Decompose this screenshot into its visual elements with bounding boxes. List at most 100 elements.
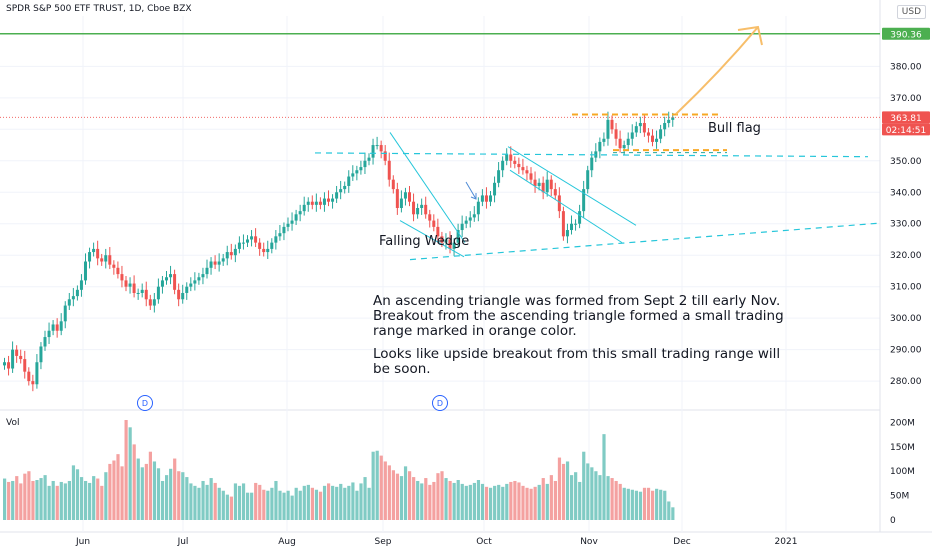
candle-body — [428, 214, 432, 221]
candle-body — [484, 195, 488, 202]
candle-body — [35, 362, 39, 385]
candle-body — [250, 236, 254, 240]
volume-bar — [318, 491, 323, 520]
wedge-lower-line — [399, 220, 465, 258]
candle-body — [408, 192, 411, 202]
candle-body — [513, 160, 517, 164]
volume-bar — [590, 467, 594, 520]
price-tick-label: 340.00 — [890, 188, 922, 198]
candle-body — [355, 170, 359, 174]
candle-body — [290, 220, 294, 224]
candle-body — [606, 119, 610, 139]
volume-bar — [618, 483, 622, 520]
candle-body — [43, 337, 47, 347]
candle-body — [468, 217, 472, 221]
volume-bar — [403, 466, 408, 520]
volume-bar — [254, 482, 258, 520]
volume-bar — [509, 481, 513, 520]
volume-bar — [205, 484, 209, 520]
candle-body — [148, 299, 152, 306]
volume-tick-label: 100M — [890, 467, 915, 477]
candle-body — [233, 248, 237, 256]
volume-bar — [646, 487, 651, 520]
candle-body — [7, 362, 11, 369]
candle-body — [258, 242, 262, 249]
volume-bar — [241, 483, 246, 520]
volume-bar — [614, 480, 618, 520]
time-tick-label: Jul — [177, 537, 189, 547]
candle-body — [51, 324, 55, 331]
volume-bar — [395, 473, 400, 520]
candle-body — [84, 261, 87, 281]
candle-body — [185, 286, 189, 293]
candle-body — [294, 214, 298, 221]
channel-lower-line — [509, 169, 623, 244]
volume-bar — [84, 480, 88, 520]
volume-bar — [383, 461, 387, 520]
candle-body — [120, 274, 124, 281]
volume-bar — [173, 458, 177, 520]
volume-bar — [630, 489, 634, 520]
currency-button[interactable]: USD — [896, 5, 926, 19]
volume-bar — [667, 501, 671, 520]
candle-body — [11, 349, 15, 369]
candle-body — [537, 182, 541, 186]
volume-bar — [331, 485, 335, 520]
candle-body — [254, 236, 258, 243]
price-tick-label: 370.00 — [890, 94, 922, 104]
volume-bar — [278, 490, 282, 520]
volume-bar — [545, 483, 549, 520]
volume-bar — [642, 487, 647, 520]
candle-body — [347, 176, 351, 186]
volume-bar — [598, 475, 602, 520]
volume-bar — [233, 483, 238, 520]
volume-bar — [229, 496, 233, 520]
candle-body — [314, 201, 318, 205]
time-tick-label: Jun — [75, 537, 90, 547]
volume-bar — [638, 491, 643, 520]
candle-body — [420, 204, 424, 208]
volume-bar — [59, 481, 63, 520]
volume-bar — [622, 487, 626, 520]
candle-body — [128, 283, 132, 287]
dividend-marker-label: D — [142, 399, 148, 408]
volume-bar — [553, 480, 557, 520]
volume-bar — [557, 457, 562, 520]
candle-body — [480, 195, 484, 202]
candle-body — [71, 296, 75, 300]
candle-body — [395, 189, 399, 208]
candle-body — [132, 283, 136, 293]
volume-bar — [314, 489, 319, 520]
volume-bar — [270, 487, 274, 520]
volume-bar — [225, 494, 229, 520]
candle-body — [88, 252, 92, 262]
volume-bar — [525, 487, 529, 520]
volume-bar — [574, 472, 578, 520]
note-line-4: Looks like upside breakout from this sma… — [373, 346, 781, 362]
candle-body — [112, 264, 116, 268]
volume-bar — [671, 507, 675, 520]
candle-body — [416, 208, 420, 215]
candle-body — [622, 145, 626, 149]
volume-bar — [197, 487, 201, 520]
volume-bar — [282, 492, 286, 520]
candle-body — [351, 173, 355, 177]
volume-bar — [298, 490, 302, 520]
dividend-marker-label: D — [437, 399, 443, 408]
time-tick-label: 2021 — [775, 537, 798, 547]
candle-body — [108, 255, 112, 265]
volume-bar — [602, 434, 606, 520]
candle-body — [578, 211, 582, 224]
candle-body — [270, 242, 274, 249]
volume-bar — [201, 480, 205, 520]
price-tick-label: 300.00 — [890, 314, 922, 324]
volume-bar — [237, 485, 242, 520]
candle-body — [505, 154, 509, 161]
volume-bar — [27, 471, 31, 520]
note-line-2: Breakout from the ascending triangle for… — [373, 308, 784, 324]
volume-bar — [420, 483, 424, 520]
time-tick-label: Sep — [375, 537, 392, 547]
candle-body — [116, 267, 120, 275]
